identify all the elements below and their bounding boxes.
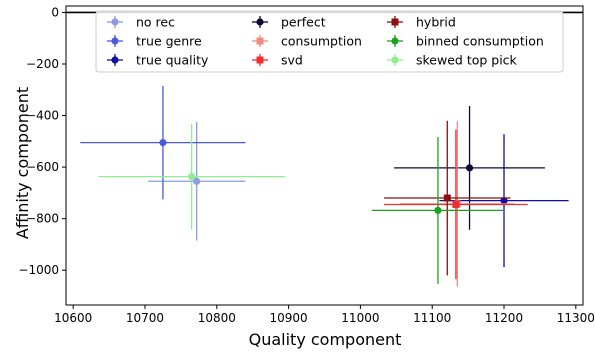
legend-entry: skewed top pick (387, 53, 518, 68)
legend-label: consumption (281, 34, 362, 49)
series-hybrid (384, 120, 511, 276)
data-point (188, 173, 196, 181)
data-point (443, 194, 451, 202)
legend-entry: svd (252, 53, 303, 68)
legend-marker (111, 18, 119, 26)
x-tick-label: 11300 (557, 311, 595, 325)
legend-label: true genre (136, 34, 202, 49)
x-tick-label: 10800 (198, 311, 236, 325)
legend-entry: perfect (252, 15, 326, 30)
legend-marker (111, 37, 119, 45)
y-tick-label: −600 (26, 160, 59, 174)
data-point (193, 177, 201, 185)
legend-entry: binned consumption (387, 34, 544, 49)
x-tick-label: 10900 (270, 311, 308, 325)
series-true-quality (439, 134, 569, 268)
legend-marker (256, 56, 264, 64)
x-tick-label: 11000 (341, 311, 379, 325)
legend-label: skewed top pick (416, 53, 518, 68)
y-tick-label: −200 (26, 57, 59, 71)
legend-entry: hybrid (387, 15, 456, 30)
series-skewed-top-pick (98, 123, 286, 230)
series-perfect (394, 106, 545, 230)
plot-area (66, 11, 583, 287)
legend-entry: no rec (107, 15, 175, 30)
y-tick-label: −400 (26, 109, 59, 123)
data-point (452, 200, 460, 208)
x-tick-label: 10600 (54, 311, 92, 325)
data-point (465, 164, 474, 172)
legend-label: binned consumption (416, 34, 544, 49)
legend-marker (111, 56, 119, 64)
series-no-rec (147, 121, 246, 241)
data-point (159, 139, 167, 147)
legend-label: svd (281, 53, 303, 68)
legend-marker (391, 56, 399, 64)
legend-marker (256, 37, 264, 45)
legend-box (95, 10, 564, 73)
legend-entry: true quality (107, 53, 209, 68)
legend-label: true quality (136, 53, 209, 68)
y-tick-label: 0 (51, 5, 59, 19)
legend-marker (391, 18, 399, 26)
axes: 10600 10700 10800 10900 11000 11100 11200 11300… (18, 5, 595, 325)
x-tick-label: 10700 (126, 311, 164, 325)
legend-label: no rec (136, 15, 175, 30)
legend-label: hybrid (416, 15, 456, 30)
x-axis-label: Quality component (249, 330, 402, 349)
series-binned-consumption (371, 136, 505, 284)
data-point (500, 197, 508, 205)
y-tick-label: −800 (26, 212, 59, 226)
legend-label: perfect (281, 15, 326, 30)
legend-marker (391, 37, 399, 45)
data-point (434, 206, 442, 215)
legend-entry: consumption (252, 34, 362, 49)
y-axis-label: Affinity component (13, 87, 32, 239)
series-true-genre (80, 85, 246, 200)
x-tick-label: 11200 (485, 311, 523, 325)
series-svd (384, 129, 528, 280)
legend-entry: true genre (107, 34, 202, 49)
legend-marker (256, 18, 264, 26)
x-tick-label: 11100 (413, 311, 451, 325)
legend: no rec true genre true quality perfect consu… (95, 10, 564, 73)
plot-frame (65, 5, 584, 306)
y-tick-label: −1000 (18, 263, 59, 277)
